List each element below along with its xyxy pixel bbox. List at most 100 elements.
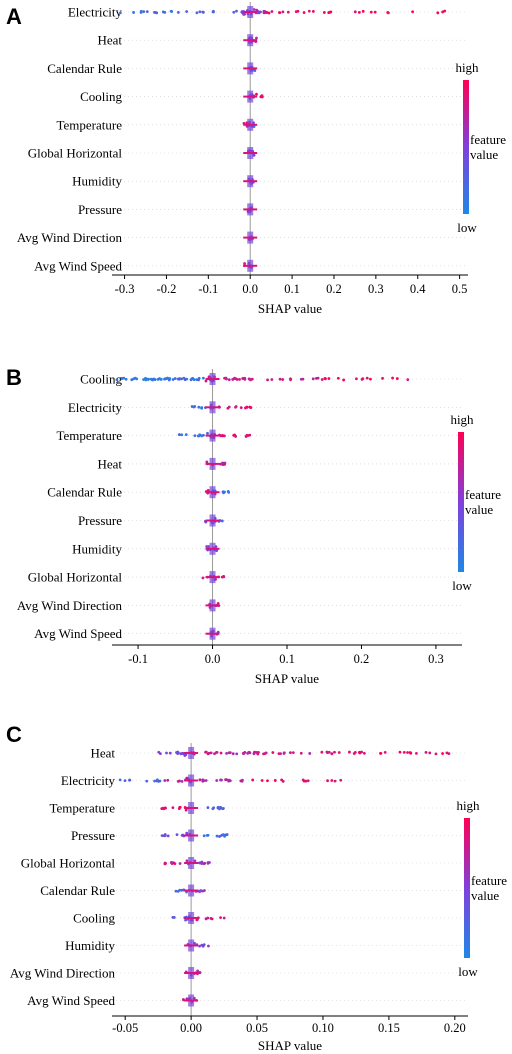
- shap-point: [299, 751, 303, 755]
- shap-point: [369, 10, 373, 14]
- shap-point: [225, 833, 229, 836]
- shap-point: [156, 778, 159, 782]
- shap-point: [185, 831, 189, 835]
- shap-point: [263, 10, 267, 14]
- shap-point: [391, 376, 394, 380]
- shap-point: [227, 779, 231, 783]
- shap-point: [124, 377, 128, 381]
- shap-point: [361, 377, 365, 381]
- shap-point: [177, 807, 181, 810]
- feature-label: Temperature: [57, 428, 123, 443]
- colorbar-low-label: low: [452, 578, 472, 593]
- shap-point: [415, 752, 418, 755]
- shap-point: [235, 752, 239, 756]
- shap-point: [175, 751, 178, 754]
- shap-point: [337, 751, 341, 754]
- shap-point: [123, 779, 127, 783]
- colorbar-title: value: [470, 147, 498, 162]
- shap-point: [333, 779, 337, 783]
- colorbar-title: value: [471, 888, 499, 903]
- shap-point: [245, 433, 249, 437]
- shap-point: [200, 434, 204, 438]
- shap-point: [163, 377, 167, 381]
- shap-point: [206, 833, 210, 837]
- shap-point: [365, 376, 369, 380]
- shap-point: [266, 378, 269, 382]
- shap-point: [163, 806, 167, 810]
- x-tick-label: 0.3: [428, 652, 444, 666]
- shap-point: [242, 376, 246, 380]
- shap-point: [218, 835, 221, 838]
- colorbar-title: feature: [465, 487, 501, 502]
- shap-point: [173, 377, 177, 380]
- shap-point: [147, 377, 150, 381]
- shap-point: [183, 378, 187, 382]
- x-tick-label: 0.00: [180, 1021, 202, 1035]
- shap-point: [219, 916, 222, 919]
- shap-point: [185, 10, 189, 13]
- shap-point: [167, 378, 171, 382]
- shap-point: [281, 10, 285, 14]
- feature-label: Temperature: [50, 801, 116, 816]
- shap-point: [222, 916, 226, 920]
- shap-point: [264, 751, 268, 755]
- shap-point: [252, 125, 256, 128]
- shap-point: [355, 377, 358, 381]
- feature-label: Global Horizontal: [21, 856, 116, 871]
- shap-point: [169, 861, 173, 864]
- shap-point: [234, 405, 238, 408]
- colorbar-title: feature: [471, 873, 507, 888]
- shap-point: [307, 9, 311, 13]
- shap-point: [153, 11, 157, 14]
- shap-point: [195, 918, 199, 922]
- shap-point: [246, 751, 250, 755]
- shap-point: [206, 752, 210, 756]
- shap-point: [197, 405, 201, 409]
- shap-point: [386, 11, 390, 15]
- x-tick-label: -0.3: [115, 282, 135, 296]
- shap-point: [267, 11, 271, 15]
- shap-point: [198, 10, 202, 14]
- feature-label: Electricity: [61, 773, 116, 788]
- shap-point: [184, 808, 188, 812]
- shap-point: [225, 752, 228, 755]
- shap-point: [201, 10, 205, 14]
- shap-point: [202, 834, 206, 838]
- shap-point: [273, 779, 277, 782]
- shap-point: [213, 752, 216, 756]
- x-tick-label: -0.05: [112, 1021, 138, 1035]
- shap-point: [202, 862, 206, 866]
- shap-point: [271, 751, 275, 754]
- shap-point: [135, 377, 139, 381]
- shap-point: [311, 377, 315, 381]
- shap-point: [239, 779, 243, 783]
- feature-label: Temperature: [57, 117, 123, 132]
- feature-label: Avg Wind Speed: [27, 993, 115, 1008]
- shap-point: [383, 750, 387, 754]
- shap-point: [327, 377, 331, 380]
- shap-point: [145, 10, 149, 13]
- shap-point: [120, 377, 124, 380]
- shap-point: [326, 779, 329, 783]
- colorbar-gradient: [464, 818, 470, 958]
- x-tick-label: 0.5: [452, 282, 468, 296]
- shap-point: [210, 917, 214, 921]
- shap-point: [159, 377, 163, 381]
- shap-point: [204, 779, 208, 782]
- colorbar-gradient: [458, 432, 464, 572]
- shap-point: [286, 10, 290, 14]
- shap-point: [195, 11, 199, 15]
- shap-point: [176, 780, 180, 783]
- feature-label: Cooling: [80, 372, 122, 387]
- shap-point: [291, 751, 295, 754]
- shap-point: [411, 10, 414, 14]
- feature-label: Heat: [97, 456, 122, 471]
- shap-point: [130, 378, 134, 382]
- shap-point: [289, 751, 292, 755]
- x-axis-title: SHAP value: [255, 671, 319, 686]
- shap-point: [381, 376, 384, 380]
- shap-point: [215, 834, 219, 838]
- shap-point: [171, 378, 175, 381]
- shap-point: [227, 378, 231, 382]
